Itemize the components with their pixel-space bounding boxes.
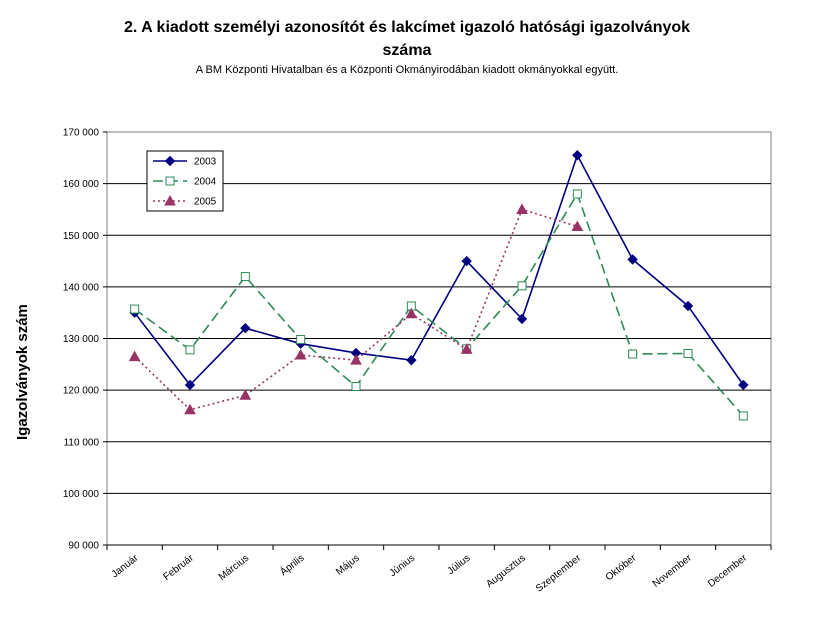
data-point-2005 [184,403,196,415]
x-tick-label: Május [334,553,362,578]
data-point-2004 [738,411,748,421]
x-tick-label: December [706,552,750,589]
data-point-2004 [185,345,195,355]
chart-title-line2: száma [382,42,432,59]
series-line-2005 [134,208,578,411]
data-point-2003 [738,379,749,391]
legend-marker-2003 [164,155,176,167]
y-tick-label: 160 000 [63,179,100,190]
x-tick-label: Augusztus [484,553,528,590]
data-point-2005 [460,343,473,354]
legend-marker-2005 [164,194,176,206]
x-tick-label: Október [604,552,639,583]
legend-label-2004: 2004 [194,177,217,188]
y-tick-label: 120 000 [63,386,100,397]
data-point-2003 [572,150,583,161]
data-point-2003 [516,313,528,325]
x-tick-label: Július [446,553,473,577]
chart-subtitle: A BM Központi Hivatalban és a Központi O… [195,64,619,76]
data-point-2003 [461,255,472,267]
x-tick-label: Szeptember [534,552,584,594]
legend-label-2003: 2003 [194,157,217,168]
data-point-2005 [350,354,362,365]
data-point-2005 [128,350,141,362]
data-point-2004 [240,272,250,282]
data-point-2005 [571,220,584,231]
legend-marker-2004 [165,176,175,186]
data-point-2004 [130,304,140,314]
data-point-2003 [240,322,251,334]
data-point-2004 [517,281,527,291]
data-point-2004 [628,349,638,359]
data-point-2003 [184,379,196,391]
data-point-2004 [351,382,361,392]
data-point-2004 [572,189,582,199]
x-tick-label: Március [217,553,251,583]
data-point-2005 [516,203,528,214]
y-tick-label: 110 000 [64,437,100,448]
y-tick-label: 150 000 [63,231,100,242]
y-tick-label: 130 000 [63,334,100,345]
data-point-2005 [239,389,252,400]
series-line-2004 [134,192,744,417]
x-tick-label: Január [110,552,141,580]
data-point-2003 [406,354,417,366]
chart-title-line1: 2. A kiadott személyi azonosítót és lakc… [123,19,691,36]
x-tick-label: Június [388,553,418,579]
y-tick-label: 90 000 [68,541,99,552]
x-tick-label: Február [161,552,196,583]
data-point-2005 [405,307,418,319]
data-point-2003 [682,300,694,312]
y-tick-label: 100 000 [63,489,100,500]
series-line-2003 [134,153,744,387]
data-point-2004 [683,348,693,358]
data-point-2004 [296,335,306,345]
data-point-2003 [627,254,638,265]
data-point-2005 [294,348,307,360]
x-tick-label: November [651,552,695,589]
x-tick-label: Április [277,551,306,578]
y-tick-label: 140 000 [63,282,100,293]
y-tick-label: 170 000 [63,128,100,139]
legend-label-2005: 2005 [194,197,217,208]
